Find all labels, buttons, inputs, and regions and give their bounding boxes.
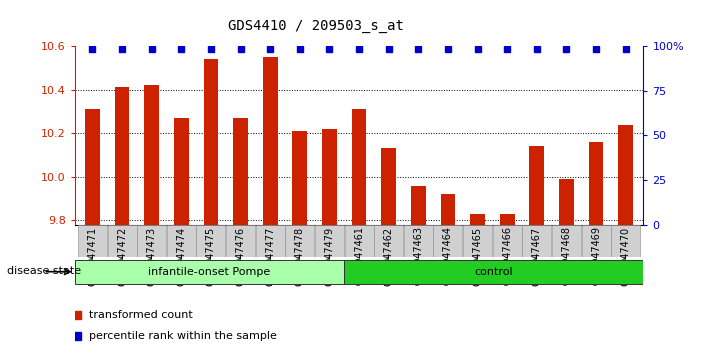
- Bar: [441, 194, 455, 225]
- Bar: [411, 185, 426, 225]
- Bar: [589, 142, 604, 225]
- Bar: [292, 131, 307, 225]
- Text: GSM947468: GSM947468: [562, 227, 572, 285]
- Text: GSM947472: GSM947472: [117, 227, 127, 286]
- Bar: [78, 225, 107, 257]
- Text: GSM947470: GSM947470: [621, 227, 631, 286]
- Text: GSM947474: GSM947474: [176, 227, 186, 286]
- Bar: [203, 59, 218, 225]
- Text: GSM947476: GSM947476: [235, 227, 245, 286]
- Bar: [322, 129, 337, 225]
- Text: percentile rank within the sample: percentile rank within the sample: [89, 331, 277, 341]
- Bar: [374, 225, 403, 257]
- Text: GSM947462: GSM947462: [384, 227, 394, 286]
- Bar: [85, 109, 100, 225]
- Text: GSM947467: GSM947467: [532, 227, 542, 286]
- Bar: [552, 225, 581, 257]
- Bar: [144, 85, 159, 225]
- Text: GSM947461: GSM947461: [354, 227, 364, 285]
- Bar: [344, 260, 643, 284]
- Bar: [167, 225, 196, 257]
- Text: GSM947478: GSM947478: [295, 227, 305, 286]
- Bar: [381, 148, 396, 225]
- Bar: [352, 109, 366, 225]
- Bar: [619, 125, 633, 225]
- Text: GDS4410 / 209503_s_at: GDS4410 / 209503_s_at: [228, 19, 403, 34]
- Bar: [233, 118, 248, 225]
- Text: GSM947465: GSM947465: [473, 227, 483, 286]
- Text: GSM947471: GSM947471: [87, 227, 97, 286]
- Bar: [404, 225, 433, 257]
- Text: GSM947479: GSM947479: [324, 227, 334, 286]
- Text: GSM947464: GSM947464: [443, 227, 453, 285]
- Bar: [226, 225, 255, 257]
- Bar: [263, 57, 277, 225]
- Text: transformed count: transformed count: [89, 310, 193, 320]
- Bar: [530, 146, 544, 225]
- Text: GSM947475: GSM947475: [206, 227, 216, 286]
- Bar: [315, 225, 344, 257]
- Bar: [137, 225, 166, 257]
- Bar: [75, 260, 344, 284]
- Bar: [196, 225, 225, 257]
- Bar: [493, 225, 522, 257]
- Text: GSM947477: GSM947477: [265, 227, 275, 286]
- Bar: [114, 87, 129, 225]
- Bar: [500, 214, 515, 225]
- Bar: [345, 225, 373, 257]
- Bar: [256, 225, 284, 257]
- Bar: [611, 225, 640, 257]
- Bar: [559, 179, 574, 225]
- Text: control: control: [474, 267, 513, 277]
- Bar: [107, 225, 137, 257]
- Bar: [470, 214, 485, 225]
- Text: infantile-onset Pompe: infantile-onset Pompe: [149, 267, 271, 277]
- Bar: [463, 225, 492, 257]
- Bar: [434, 225, 462, 257]
- Text: disease state: disease state: [7, 266, 81, 276]
- Bar: [285, 225, 314, 257]
- Text: GSM947469: GSM947469: [591, 227, 601, 285]
- Text: GSM947466: GSM947466: [502, 227, 512, 285]
- Bar: [582, 225, 611, 257]
- Text: GSM947463: GSM947463: [413, 227, 423, 285]
- Bar: [174, 118, 188, 225]
- Bar: [523, 225, 551, 257]
- Text: GSM947473: GSM947473: [146, 227, 156, 286]
